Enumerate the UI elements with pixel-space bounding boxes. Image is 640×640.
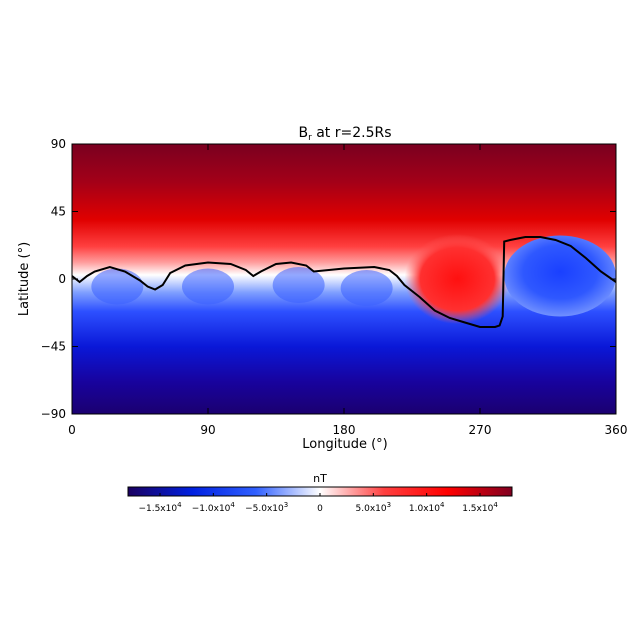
colorbar-tick-label: 1.0x104 (409, 501, 445, 514)
y-tick-label: −45 (41, 340, 66, 354)
red-bulge (404, 234, 511, 324)
x-axis-label: Longitude (°) (302, 437, 387, 452)
y-tick-label: 90 (51, 137, 66, 151)
y-axis: 90 45 0 −45 −90 (41, 137, 616, 421)
x-tick-label: 360 (605, 423, 628, 437)
blue-lobe-1 (91, 268, 144, 305)
x-tick-label: 180 (333, 423, 356, 437)
blue-bulge (504, 235, 616, 317)
colorbar-tick-label: −1.5x104 (138, 501, 182, 514)
x-axis: 0 90 180 270 360 (68, 144, 627, 437)
blue-lobe-4 (340, 270, 393, 306)
title-rest: at r=2.5Rs (312, 125, 392, 141)
x-tick-label: 0 (68, 423, 76, 437)
colorbar-tick-label: 0 (317, 504, 323, 514)
y-tick-label: 45 (51, 205, 66, 219)
title-subscript: r (308, 133, 312, 143)
colorbar-tick-label: −5.0x103 (245, 501, 288, 514)
neutral-line (72, 236, 616, 328)
title-main: B (298, 125, 308, 141)
blue-lobe-2 (182, 268, 234, 305)
colorbar-tick-label: −1.0x104 (192, 501, 236, 514)
colorbar-tick-label: 1.5x104 (462, 501, 498, 514)
blue-lobe-3 (272, 267, 325, 303)
x-tick-label: 90 (200, 423, 215, 437)
colorbar-tick-label: 5.0x103 (356, 501, 392, 514)
plot-area (72, 144, 616, 414)
colorbar-unit: nT (313, 472, 327, 485)
field-features (91, 234, 616, 324)
y-tick-label: 0 (58, 272, 66, 286)
y-axis-label: Latitude (°) (17, 242, 32, 316)
y-tick-label: −90 (41, 407, 66, 421)
x-tick-label: 270 (469, 423, 492, 437)
colorbar-ticks: −1.5x104 −1.0x104 −5.0x103 0 5.0x103 1.0x104 1… (138, 493, 498, 514)
chart-title: Br at r=2.5Rs (298, 125, 391, 143)
